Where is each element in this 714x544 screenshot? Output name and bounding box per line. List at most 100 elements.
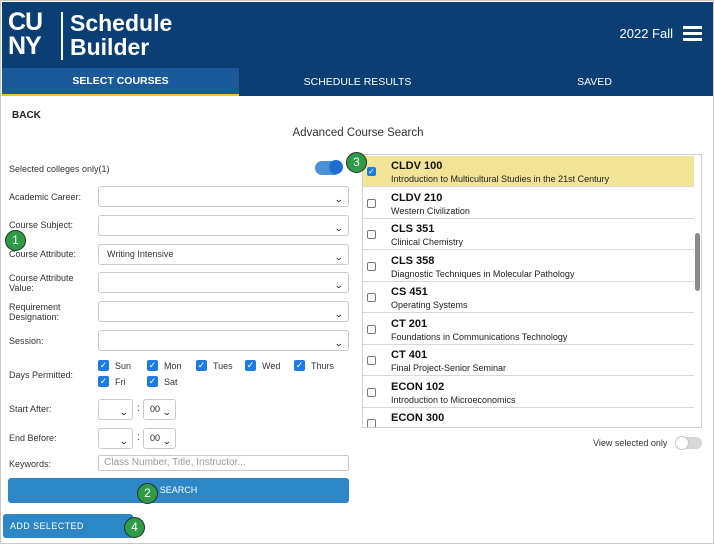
chevron-down-icon: ⌄ <box>334 280 345 290</box>
start-after-label: Start After: <box>9 404 52 414</box>
course-subject-label: Course Subject: <box>9 220 74 230</box>
day-checkbox-wed[interactable]: ✓ Wed <box>245 360 281 371</box>
checkmark-icon: ✓ <box>98 360 109 371</box>
course-row[interactable]: CLDV 210 Western Civilization <box>363 188 694 219</box>
day-checkbox-fri[interactable]: ✓ Fri <box>98 376 126 387</box>
logo-divider <box>61 12 63 60</box>
day-checkbox-sat[interactable]: ✓ Sat <box>147 376 178 387</box>
days-permitted-label: Days Permitted: <box>9 370 74 380</box>
course-attribute-select[interactable]: Writing Intensive ⌄ <box>98 244 349 265</box>
day-checkbox-tues[interactable]: ✓ Tues <box>196 360 233 371</box>
checkmark-icon: ✓ <box>98 376 109 387</box>
course-code: CLDV 210 <box>391 192 443 204</box>
search-button[interactable]: SEARCH <box>8 478 349 503</box>
time-separator: : <box>137 403 140 414</box>
course-row[interactable]: ✓ CLDV 100 Introduction to Multicultural… <box>363 156 694 187</box>
course-checkbox[interactable] <box>367 199 376 208</box>
selected-colleges-label: Selected colleges only(1) <box>9 164 110 174</box>
course-code: CLDV 100 <box>391 160 443 172</box>
annotation-badge-4: 4 <box>124 517 145 538</box>
course-code: CT 201 <box>391 318 428 330</box>
back-link[interactable]: BACK <box>12 110 41 121</box>
app-header: CU NY Schedule Builder 2022 Fall <box>2 2 713 68</box>
course-row[interactable]: ECON 102 Introduction to Microeconomics <box>363 377 694 408</box>
course-attribute-value: Writing Intensive <box>107 249 174 259</box>
course-checkbox[interactable] <box>367 293 376 302</box>
chevron-down-icon: ⌄ <box>334 223 345 233</box>
checkmark-icon: ✓ <box>245 360 256 371</box>
course-code: CS 451 <box>391 286 428 298</box>
course-checkbox[interactable] <box>367 230 376 239</box>
end-before-label: End Before: <box>9 433 57 443</box>
day-checkbox-sun[interactable]: ✓ Sun <box>98 360 132 371</box>
view-selected-toggle[interactable] <box>675 436 702 450</box>
academic-career-select[interactable]: ⌄ <box>98 186 349 207</box>
course-code: CT 401 <box>391 349 428 361</box>
chevron-down-icon: ⌄ <box>334 338 345 348</box>
term-label: 2022 Fall <box>619 26 673 41</box>
tab-schedule-results[interactable]: SCHEDULE RESULTS <box>303 76 412 88</box>
course-row[interactable]: ECON 300 <box>363 408 694 427</box>
course-attribute-label: Course Attribute: <box>9 249 77 259</box>
tab-select-courses[interactable]: SELECT COURSES <box>2 68 239 96</box>
course-title: Introduction to Multicultural Studies in… <box>391 174 610 184</box>
list-scrollbar[interactable] <box>695 233 700 291</box>
chevron-down-icon: ⌄ <box>119 436 130 446</box>
course-title: Clinical Chemistry <box>391 237 464 247</box>
course-row[interactable]: CLS 351 Clinical Chemistry <box>363 219 694 250</box>
chevron-down-icon: ⌄ <box>162 436 173 446</box>
chevron-down-icon: ⌄ <box>119 407 130 417</box>
add-selected-courses-button[interactable]: ADD SELECTED COURSES <box>3 514 133 538</box>
day-checkbox-thurs[interactable]: ✓ Thurs <box>294 360 335 371</box>
course-checkbox[interactable] <box>367 262 376 271</box>
academic-career-label: Academic Career: <box>9 192 82 202</box>
checkmark-icon: ✓ <box>196 360 207 371</box>
course-row[interactable]: CT 401 Final Project-Senior Seminar <box>363 345 694 376</box>
annotation-badge-3: 3 <box>346 152 367 173</box>
course-checkbox[interactable] <box>367 419 376 427</box>
chevron-down-icon: ⌄ <box>334 194 345 204</box>
start-hour-select[interactable]: ⌄ <box>98 399 133 420</box>
end-hour-select[interactable]: ⌄ <box>98 428 133 449</box>
course-code: ECON 300 <box>391 412 445 424</box>
session-select[interactable]: ⌄ <box>98 330 349 351</box>
course-code: CLS 358 <box>391 255 435 267</box>
keywords-input[interactable]: Class Number, Title, Instructor... <box>98 455 349 471</box>
course-title: Foundations in Communications Technology <box>391 332 568 342</box>
app-title: Schedule Builder <box>70 11 172 59</box>
course-row[interactable]: CLS 358 Diagnostic Techniques in Molecul… <box>363 251 694 282</box>
annotation-badge-1: 1 <box>5 230 26 251</box>
course-code: ECON 102 <box>391 381 445 393</box>
course-row[interactable]: CS 451 Operating Systems <box>363 282 694 313</box>
logo-line-2: NY <box>8 32 42 60</box>
session-label: Session: <box>9 336 44 346</box>
course-checkbox[interactable] <box>367 325 376 334</box>
selected-colleges-toggle[interactable] <box>315 160 343 175</box>
checkmark-icon: ✓ <box>147 376 158 387</box>
view-selected-label: View selected only <box>593 438 668 448</box>
course-checkbox[interactable] <box>367 356 376 365</box>
cuny-logo[interactable]: CU NY <box>8 10 58 60</box>
course-results-list: ✓ CLDV 100 Introduction to Multicultural… <box>362 154 702 428</box>
hamburger-menu-icon[interactable] <box>683 26 702 42</box>
chevron-down-icon: ⌄ <box>334 252 345 262</box>
start-minute-select[interactable]: 00 ⌄ <box>143 399 176 420</box>
requirement-designation-select[interactable]: ⌄ <box>98 301 349 322</box>
course-title: Western Civilization <box>391 206 470 216</box>
course-row[interactable]: CT 201 Foundations in Communications Tec… <box>363 314 694 345</box>
course-attribute-value-label: Course Attribute Value: <box>9 273 74 293</box>
app-title-line-1: Schedule <box>70 10 173 36</box>
course-subject-select[interactable]: ⌄ <box>98 215 349 236</box>
course-title: Operating Systems <box>391 300 468 310</box>
end-minute-select[interactable]: 00 ⌄ <box>143 428 176 449</box>
app-title-line-2: Builder <box>70 34 150 60</box>
course-attribute-value-select[interactable]: ⌄ <box>98 272 349 293</box>
page-title: Advanced Course Search <box>292 127 424 139</box>
chevron-down-icon: ⌄ <box>162 407 173 417</box>
course-checkbox[interactable] <box>367 388 376 397</box>
time-separator: : <box>137 432 140 443</box>
course-checkbox[interactable]: ✓ <box>367 167 376 176</box>
tab-saved[interactable]: SAVED <box>577 76 612 88</box>
day-checkbox-mon[interactable]: ✓ Mon <box>147 360 182 371</box>
